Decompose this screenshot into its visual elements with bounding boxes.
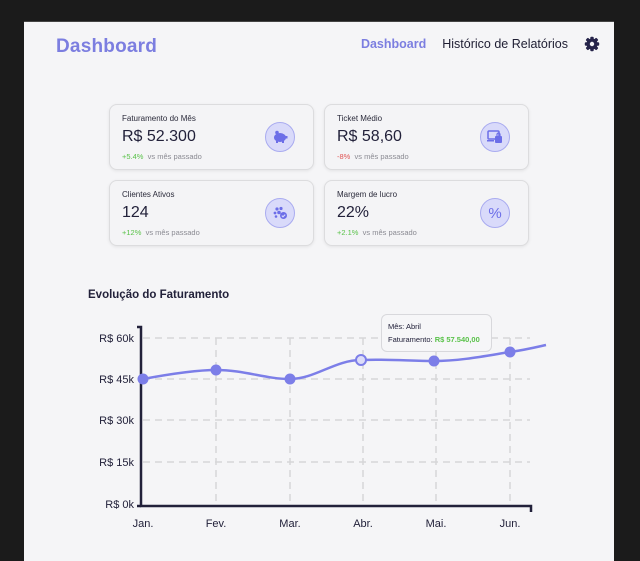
card-value: 124	[122, 204, 149, 221]
piggy-bank-icon	[265, 122, 295, 152]
users-check-icon	[265, 198, 295, 228]
card-title: Ticket Médio	[337, 114, 383, 123]
card-profit-margin: Margem de lucro 22% +2.1% vs mês passado…	[324, 180, 529, 246]
point-mai[interactable]	[428, 355, 440, 367]
point-jan[interactable]	[137, 373, 149, 385]
y-tick-15k: R$ 15k	[99, 457, 134, 469]
grid-lines	[143, 337, 530, 504]
brand-title: Dashboard	[56, 36, 158, 57]
axes	[137, 325, 533, 512]
chart-title: Evolução do Faturamento	[88, 289, 230, 301]
card-title: Clientes Ativos	[122, 190, 175, 199]
y-tick-30k: R$ 30k	[99, 415, 134, 427]
tooltip-revenue: Faturamento: R$ 57.540,00	[388, 335, 480, 344]
point-abr-hovered[interactable]	[355, 354, 367, 366]
card-delta: -8% vs mês passado	[337, 152, 409, 161]
y-tick-60k: R$ 60k	[99, 333, 134, 345]
delta-suffix: vs mês passado	[147, 152, 202, 161]
delta-suffix: vs mês passado	[145, 228, 200, 237]
card-title: Margem de lucro	[337, 190, 398, 199]
delta-value: +5.4%	[122, 152, 144, 161]
card-value: R$ 52.300	[122, 128, 196, 145]
data-points	[137, 346, 516, 385]
delta-suffix: vs mês passado	[362, 228, 417, 237]
y-tick-45k: R$ 45k	[99, 374, 134, 386]
point-mar[interactable]	[284, 373, 296, 385]
card-active-clients: Clientes Ativos 124 +12% vs mês passado	[109, 180, 314, 246]
tooltip-month: Mês: Abril	[388, 322, 421, 331]
nav-report-history[interactable]: Histórico de Relatórios	[442, 37, 568, 51]
shopping-laptop-icon	[480, 122, 510, 152]
x-tick-jun: Jun.	[500, 518, 521, 530]
delta-suffix: vs mês passado	[354, 152, 409, 161]
x-tick-mar: Mar.	[279, 518, 300, 530]
revenue-line-chart: R$ 60k R$ 45k R$ 30k R$ 15k R$ 0k Jan. F…	[99, 325, 547, 530]
card-value: 22%	[337, 204, 370, 221]
card-delta: +5.4% vs mês passado	[122, 152, 202, 161]
y-tick-0k: R$ 0k	[105, 499, 134, 511]
x-tick-abr: Abr.	[353, 518, 373, 530]
point-fev[interactable]	[210, 364, 222, 376]
card-value: R$ 58,60	[337, 128, 402, 145]
x-tick-mai: Mai.	[426, 518, 447, 530]
gear-icon[interactable]	[584, 36, 600, 52]
percent-icon: %	[480, 198, 510, 228]
card-title: Faturamento do Mês	[122, 114, 196, 123]
x-tick-jan: Jan.	[133, 518, 154, 530]
delta-value: +12%	[122, 228, 142, 237]
card-monthly-revenue: Faturamento do Mês R$ 52.300 +5.4% vs mê…	[109, 104, 314, 170]
delta-value: -8%	[337, 152, 351, 161]
card-average-ticket: Ticket Médio R$ 58,60 -8% vs mês passado	[324, 104, 529, 170]
app-window: Dashboard Dashboard Histórico de Relatór…	[24, 21, 614, 561]
delta-value: +2.1%	[337, 228, 359, 237]
card-delta: +12% vs mês passado	[122, 228, 200, 237]
top-nav: Dashboard Histórico de Relatórios	[361, 36, 600, 52]
point-jun[interactable]	[504, 346, 516, 358]
card-delta: +2.1% vs mês passado	[337, 228, 417, 237]
nav-dashboard[interactable]: Dashboard	[360, 37, 427, 51]
chart-tooltip: Mês: Abril Faturamento: R$ 57.540,00	[381, 314, 492, 352]
x-tick-fev: Fev.	[206, 518, 227, 530]
